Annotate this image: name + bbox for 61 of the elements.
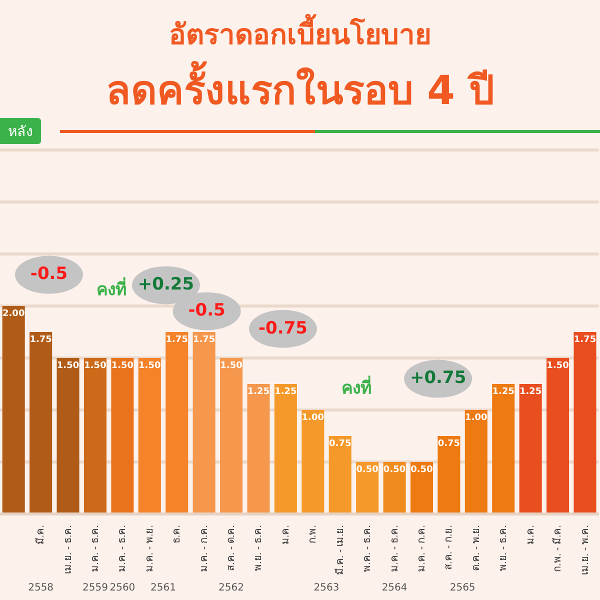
data-label: 1.50	[111, 360, 134, 371]
annotation: +0.25	[138, 274, 194, 295]
data-label: 1.50	[84, 360, 106, 371]
data-label: 0.50	[383, 464, 406, 475]
text: 2565	[450, 582, 476, 594]
x-tick-label: ม.ค.	[525, 525, 536, 545]
x-tick-label: ม.ค. - ธ.ค.	[90, 525, 101, 572]
x-tick-label: พ.ค. - ธ.ค.	[362, 525, 374, 572]
data-label: 0.50	[356, 464, 378, 475]
text: 2558	[28, 582, 54, 594]
data-label: 1.25	[247, 386, 270, 397]
chart-subtitle: ลดครั้งแรกในรอบ 4 ปี	[105, 60, 495, 116]
x-tick-label: ส.ค. - ต.ค.	[226, 525, 238, 571]
annotation: -0.75	[258, 318, 308, 338]
x-tick-label: ส.ค. - ก.ย.	[444, 525, 455, 570]
text: 2560	[110, 582, 136, 594]
data-label: 1.25	[519, 386, 542, 397]
data-label: 0.75	[438, 438, 460, 449]
x-tick-label: มี.ค.	[34, 525, 47, 545]
data-label: 1.50	[220, 360, 242, 371]
x-tick-label: ต.ค. - พ.ย.	[470, 525, 482, 571]
chart-title: อัตราดอกเบี้ยนโยบาย	[168, 13, 432, 53]
x-tick-label: ม.ค.	[280, 525, 292, 545]
data-label: 1.00	[465, 412, 488, 423]
data-label: 1.50	[56, 360, 80, 371]
annotation: -0.5	[188, 300, 226, 321]
x-tick-label: ม.ค. - พ.ย.	[144, 525, 156, 572]
x-tick-label: มี.ค. - เม.ย.	[334, 525, 346, 575]
data-label: 1.75	[166, 334, 188, 345]
text: 2563	[314, 582, 340, 594]
data-label: 1.25	[492, 386, 514, 397]
annotation: คงที่	[341, 376, 372, 399]
data-label: 1.50	[546, 360, 569, 371]
data-label: 1.75	[192, 334, 216, 345]
x-tick-label: พ.ย. - ธ.ค.	[253, 525, 264, 571]
data-label: 2.00	[2, 308, 25, 319]
text: 2561	[150, 582, 176, 594]
x-tick-label: ก.พ.	[308, 525, 319, 544]
x-tick-label: เม.ย. - พ.ค.	[580, 525, 591, 575]
x-tick-label: เม.ย. - ธ.ค.	[62, 525, 74, 574]
annotation: +0.75	[410, 368, 466, 388]
data-label: 1.75	[30, 334, 52, 345]
data-label: 1.75	[574, 334, 596, 345]
text: 2564	[382, 582, 408, 594]
annotation: -0.5	[30, 264, 68, 284]
data-label: 0.50	[410, 464, 433, 475]
x-tick-label: ม.ค. - ก.ค.	[416, 525, 428, 572]
x-tick-label: ม.ค. - ธ.ค.	[117, 525, 128, 572]
x-tick-label: พ.ย. - ธ.ค.	[498, 525, 510, 571]
annotation: คงที่	[96, 276, 127, 300]
text: 2559	[82, 582, 108, 594]
data-label: 1.00	[302, 412, 324, 423]
data-label: 1.50	[138, 360, 161, 371]
x-tick-label: ม.ค. - ธ.ค.	[389, 525, 400, 572]
x-tick-label: ธ.ค.	[172, 525, 183, 544]
x-tick-label: ก.พ. - มี.ค.	[552, 525, 564, 572]
text: 2562	[218, 582, 244, 594]
data-label: 1.25	[274, 386, 297, 397]
x-tick-label: ม.ค. - ก.ค.	[198, 525, 210, 572]
data-label: 0.75	[329, 438, 352, 449]
text: หลัง	[0, 118, 41, 144]
